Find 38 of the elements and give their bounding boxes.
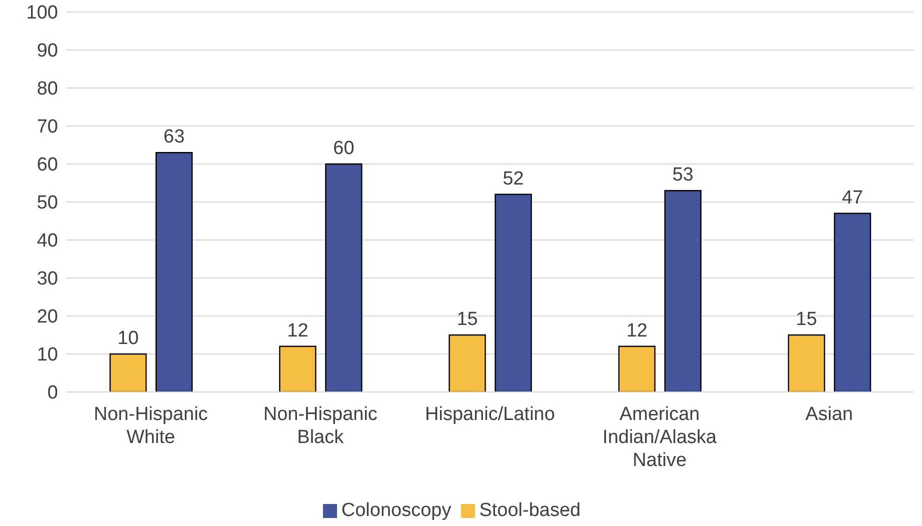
data-label: 15 [796, 309, 818, 330]
x-tick-label: Non-Hispanic White [94, 404, 208, 448]
bar [618, 346, 656, 392]
bar [109, 353, 147, 392]
y-tick-label: 30 [36, 268, 58, 290]
bar [155, 152, 193, 392]
y-tick-label: 10 [36, 344, 58, 366]
data-label: 15 [456, 309, 478, 330]
x-tick-label: American Indian/Alaska Native [602, 404, 718, 471]
bar [448, 334, 486, 392]
bar [279, 346, 316, 392]
data-label: 63 [164, 126, 185, 148]
data-label: 60 [333, 138, 354, 159]
y-tick-label: 60 [36, 154, 58, 176]
bar [788, 334, 826, 392]
y-tick-label: 20 [36, 306, 58, 328]
legend-label: Colonoscopy [341, 500, 452, 521]
bar [834, 212, 872, 392]
y-tick-label: 70 [36, 116, 58, 138]
bar [664, 190, 702, 392]
bar [325, 163, 362, 392]
legend-label: Stool-based [479, 500, 581, 521]
y-tick-label: 50 [36, 192, 58, 214]
x-tick-label: Asian [805, 404, 853, 425]
x-tick-label: Non-Hispanic Black [263, 404, 378, 448]
bar [494, 194, 532, 392]
x-tick-label: Hispanic/Latino [425, 404, 555, 425]
y-tick-label: 40 [36, 230, 58, 252]
data-label: 47 [842, 187, 864, 208]
y-tick-label: 0 [47, 382, 58, 404]
data-label: 52 [502, 168, 524, 190]
data-label: 12 [626, 320, 648, 342]
data-label: 53 [672, 164, 694, 186]
y-tick-label: 100 [26, 2, 58, 24]
y-tick-label: 80 [36, 78, 58, 100]
data-label: 10 [118, 328, 139, 349]
y-tick-label: 90 [36, 40, 58, 62]
data-label: 12 [287, 320, 308, 342]
